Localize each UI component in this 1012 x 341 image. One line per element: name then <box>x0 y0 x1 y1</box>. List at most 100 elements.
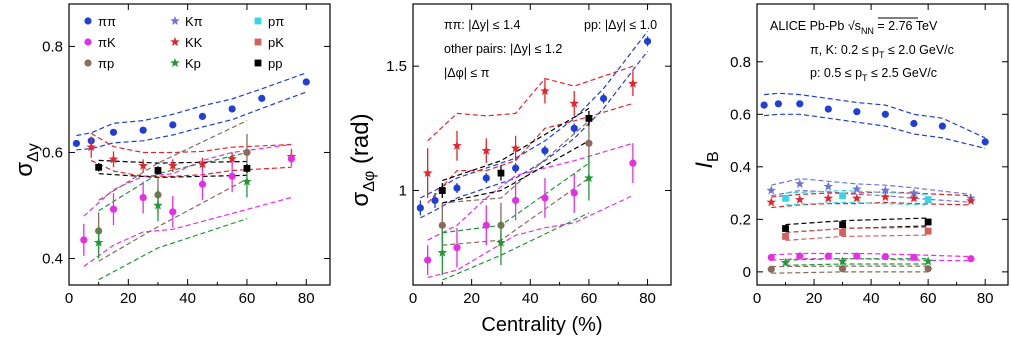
legend-label: pp <box>268 56 282 71</box>
data-point <box>228 105 236 113</box>
data-point <box>838 265 847 273</box>
data-point <box>416 204 424 212</box>
data-point <box>95 163 103 171</box>
data-point <box>93 237 104 247</box>
data-point <box>852 193 862 203</box>
data-point <box>169 208 177 216</box>
y-axis-label: IB <box>691 151 722 168</box>
data-point <box>72 139 81 148</box>
x-tick-label: 20 <box>806 290 823 307</box>
data-point <box>496 237 506 247</box>
data-point <box>782 233 789 240</box>
band-lower <box>771 189 971 203</box>
data-point <box>287 155 296 163</box>
legend-label: KK <box>185 35 203 50</box>
legend-marker <box>170 37 180 47</box>
data-point <box>139 193 147 202</box>
data-point <box>629 159 637 167</box>
data-point <box>497 169 505 177</box>
legend-marker <box>170 58 180 68</box>
data-point <box>910 119 918 128</box>
x-tick-label: 60 <box>920 290 937 307</box>
data-point <box>438 187 446 194</box>
data-point <box>780 257 791 267</box>
data-point <box>80 236 88 244</box>
y-tick-label: 0 <box>743 264 751 281</box>
data-point <box>512 164 520 172</box>
legend-label: pπ <box>268 14 284 29</box>
panel-frame <box>756 3 1009 286</box>
legend-marker <box>254 17 262 25</box>
data-point <box>824 105 832 113</box>
band-lower <box>427 102 634 204</box>
data-point <box>570 189 578 197</box>
panel-sigma-dphi: 0 20 40 60 80 1 1.5 ππ: |Δy| ≤ 1.4 pp: |Δy| ≤ … <box>347 3 672 336</box>
band-lower <box>771 271 929 274</box>
y-tick-label: 1 <box>399 183 407 200</box>
legend-marker <box>254 59 262 67</box>
band-upper <box>785 226 929 234</box>
data-point <box>510 143 521 153</box>
panel-frame <box>412 3 672 286</box>
data-point <box>909 188 919 198</box>
band-lower <box>98 173 248 179</box>
data-point <box>228 172 236 180</box>
data-point <box>643 37 652 45</box>
x-tick-label: 20 <box>120 290 137 307</box>
data-point <box>424 256 432 264</box>
data-point <box>569 98 580 108</box>
data-point <box>881 253 889 261</box>
data-point <box>767 265 775 273</box>
data-point <box>966 195 976 206</box>
x-tick-label: 0 <box>409 290 417 307</box>
band-upper <box>771 191 971 198</box>
data-point <box>767 253 775 262</box>
legend-label: pK <box>268 35 284 50</box>
data-point <box>108 154 119 164</box>
y-axis-label: σΔφ (rad) <box>347 113 378 206</box>
band-lower <box>76 91 307 151</box>
data-point <box>839 192 846 200</box>
band-lower <box>764 113 986 149</box>
data-point <box>967 255 975 263</box>
data-point <box>938 122 946 130</box>
x-tick-label: 80 <box>639 290 656 307</box>
legend-label: πp <box>98 56 114 71</box>
legend-marker <box>254 38 262 46</box>
band-upper <box>76 72 307 137</box>
data-point <box>795 178 805 188</box>
legend-marker <box>84 59 92 67</box>
data-point <box>880 192 891 202</box>
data-point <box>628 78 638 88</box>
data-point <box>431 196 439 205</box>
annotation-pik-pt: π, K: 0.2 ≤ pT ≤ 2.0 GeV/c <box>810 43 954 60</box>
data-point <box>782 225 789 232</box>
annotation-dphi: |Δφ| ≤ π <box>444 66 490 80</box>
annotation-pipi-dy: ππ: |Δy| ≤ 1.4 <box>444 18 521 32</box>
data-point <box>512 196 520 205</box>
data-point <box>482 174 490 182</box>
data-point <box>452 140 462 150</box>
data-point <box>584 173 594 183</box>
y-tick-label: 0.6 <box>730 106 751 123</box>
band-upper <box>442 107 590 182</box>
data-point <box>796 100 804 108</box>
data-point <box>839 229 846 236</box>
data-point <box>302 78 310 86</box>
data-point <box>453 244 461 252</box>
band-lower <box>785 201 929 206</box>
data-point <box>823 193 834 203</box>
data-point <box>86 142 96 152</box>
y-tick-label: 0.4 <box>42 250 63 267</box>
x-tick-label: 40 <box>179 290 196 307</box>
data-point <box>541 147 549 155</box>
data-point <box>981 138 989 146</box>
legend-marker <box>84 17 92 25</box>
legend-label: Kπ <box>185 14 203 29</box>
annotation-p-pt: p: 0.5 ≤ pT ≤ 2.5 GeV/c <box>810 66 937 83</box>
band-lower <box>785 263 929 266</box>
band-upper <box>427 142 634 241</box>
axis-ticks: 0 20 40 60 80 1 1.5 <box>386 4 671 307</box>
data-point <box>824 252 832 260</box>
y-tick-label: 0.2 <box>730 211 751 228</box>
